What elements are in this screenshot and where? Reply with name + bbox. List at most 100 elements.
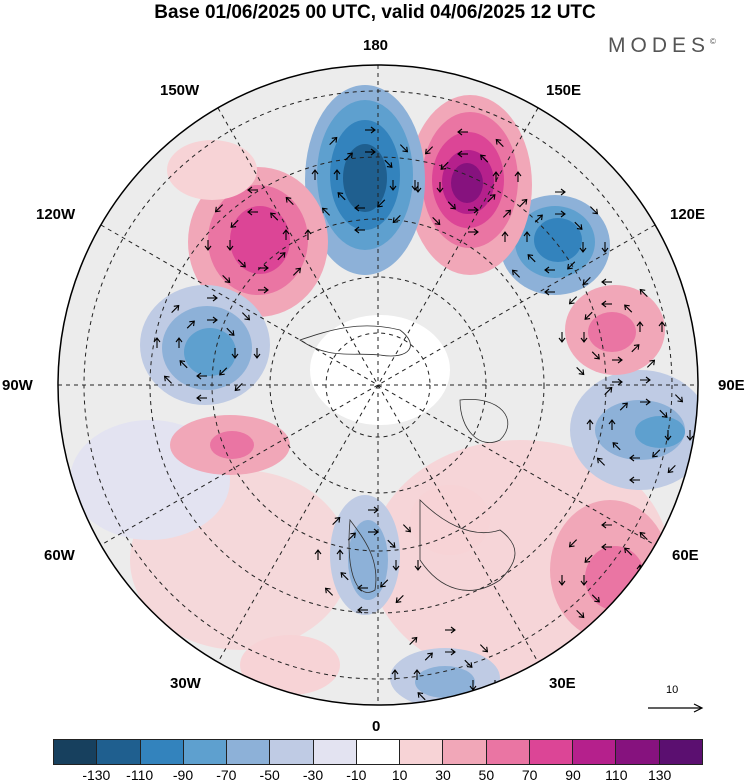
wind-vector-head xyxy=(639,288,646,295)
wind-vector xyxy=(480,154,489,163)
wind-vector-head xyxy=(247,208,253,216)
wind-vector-head xyxy=(219,369,225,376)
wind-vector xyxy=(646,602,655,611)
wind-vector-head xyxy=(624,304,630,311)
wind-vector-head xyxy=(450,203,456,210)
lon-label-90w: 90W xyxy=(2,377,33,394)
wind-vector-head xyxy=(677,396,684,403)
wind-vector xyxy=(631,587,640,596)
wind-vector-head xyxy=(247,186,253,194)
wind-vector xyxy=(164,375,173,384)
modes-logo: MODES© xyxy=(608,34,716,58)
wind-vector-head xyxy=(514,171,522,177)
wind-vector-head xyxy=(601,521,607,529)
wind-vector-head xyxy=(354,204,360,212)
wind-vector xyxy=(591,351,600,360)
colorbar-tick-label: 110 xyxy=(605,767,628,783)
wind-vector xyxy=(576,609,585,618)
anomaly-field xyxy=(70,85,698,705)
wind-vector-head xyxy=(333,169,341,175)
colorbar-segment xyxy=(227,740,271,764)
wind-vector-head xyxy=(386,162,393,168)
wind-vector-head xyxy=(667,467,674,474)
wind-vector-head xyxy=(395,597,402,604)
colorbar-segment xyxy=(313,740,357,764)
wind-vector-head xyxy=(282,229,290,235)
colorbar-segment xyxy=(443,740,487,764)
wind-vector xyxy=(527,254,536,263)
wind-vector xyxy=(399,144,408,153)
wind-vector xyxy=(277,252,286,261)
wind-vector xyxy=(495,139,504,148)
wind-vector-head xyxy=(377,201,383,208)
wind-vector-head xyxy=(196,372,202,380)
wind-vector xyxy=(241,312,250,321)
wind-vector xyxy=(567,261,576,270)
wind-vector-head xyxy=(601,278,607,286)
wind-vector-head xyxy=(230,222,237,228)
wind-vector xyxy=(270,212,279,221)
wind-vector-head xyxy=(450,648,456,656)
wind-vector-head xyxy=(473,717,478,722)
wind-vector xyxy=(440,161,449,170)
wind-vector xyxy=(237,259,246,268)
wind-vector-head xyxy=(354,226,360,234)
wind-vector-head xyxy=(263,286,269,294)
wind-vector-head xyxy=(606,386,613,393)
wind-vector-head xyxy=(568,298,575,305)
wind-vector-head xyxy=(601,543,607,551)
wind-vector-head xyxy=(596,457,603,464)
lon-label-120w: 120W xyxy=(36,206,76,223)
wind-vector-head xyxy=(649,359,656,366)
colorbar-tick-label: -70 xyxy=(216,767,237,783)
wind-vector-head xyxy=(612,442,619,448)
wind-vector xyxy=(582,276,591,285)
wind-vector-head xyxy=(392,565,400,571)
wind-vector xyxy=(534,214,543,223)
wind-vector xyxy=(591,594,600,603)
wind-vector-head xyxy=(450,626,456,634)
wind-vector-head xyxy=(357,606,363,614)
wind-vector xyxy=(329,137,338,146)
wind-vector-head xyxy=(560,188,566,196)
wind-vector-head xyxy=(473,206,479,214)
wind-vector-head xyxy=(153,337,161,343)
wind-vector xyxy=(597,457,606,466)
wind-vector xyxy=(624,547,633,556)
wind-vector xyxy=(639,289,648,298)
lon-label-150w: 150W xyxy=(160,82,200,99)
colorbar-segment xyxy=(400,740,444,764)
wind-vector xyxy=(457,699,466,705)
coastlines xyxy=(299,325,516,593)
wind-vector-head xyxy=(489,194,496,200)
colorbar-tick-label: 90 xyxy=(565,767,581,783)
wind-vector-head xyxy=(411,636,418,643)
wind-vector-head xyxy=(224,277,231,284)
colorbar-segment xyxy=(616,740,660,764)
colorbar-tick-label: -110 xyxy=(126,767,154,783)
wind-vector-head xyxy=(584,314,591,320)
wind-vector xyxy=(325,587,334,596)
wind-vector xyxy=(659,409,668,418)
wind-vector xyxy=(215,204,224,213)
wind-vector-head xyxy=(231,353,239,359)
wind-vector-head xyxy=(558,337,566,343)
wind-vector-head xyxy=(686,435,694,441)
wind-vector xyxy=(612,442,621,451)
wind-vector xyxy=(392,214,401,223)
wind-vector-head xyxy=(389,185,397,191)
wind-vector xyxy=(479,644,488,653)
wind-vector-head xyxy=(491,685,499,691)
wind-vector-head xyxy=(601,247,609,253)
wind-vector-head xyxy=(234,385,241,392)
wind-vector-head xyxy=(560,210,566,218)
wind-vector-head xyxy=(480,154,486,161)
wind-vector-head xyxy=(405,526,412,533)
colorbar-tick-label: -50 xyxy=(259,767,280,783)
colorbar-tick-label: -130 xyxy=(82,767,111,783)
wind-vector-head xyxy=(321,207,328,214)
wind-vector-head xyxy=(457,128,463,136)
wind-vector-head xyxy=(163,375,170,382)
wind-vector xyxy=(409,637,418,646)
